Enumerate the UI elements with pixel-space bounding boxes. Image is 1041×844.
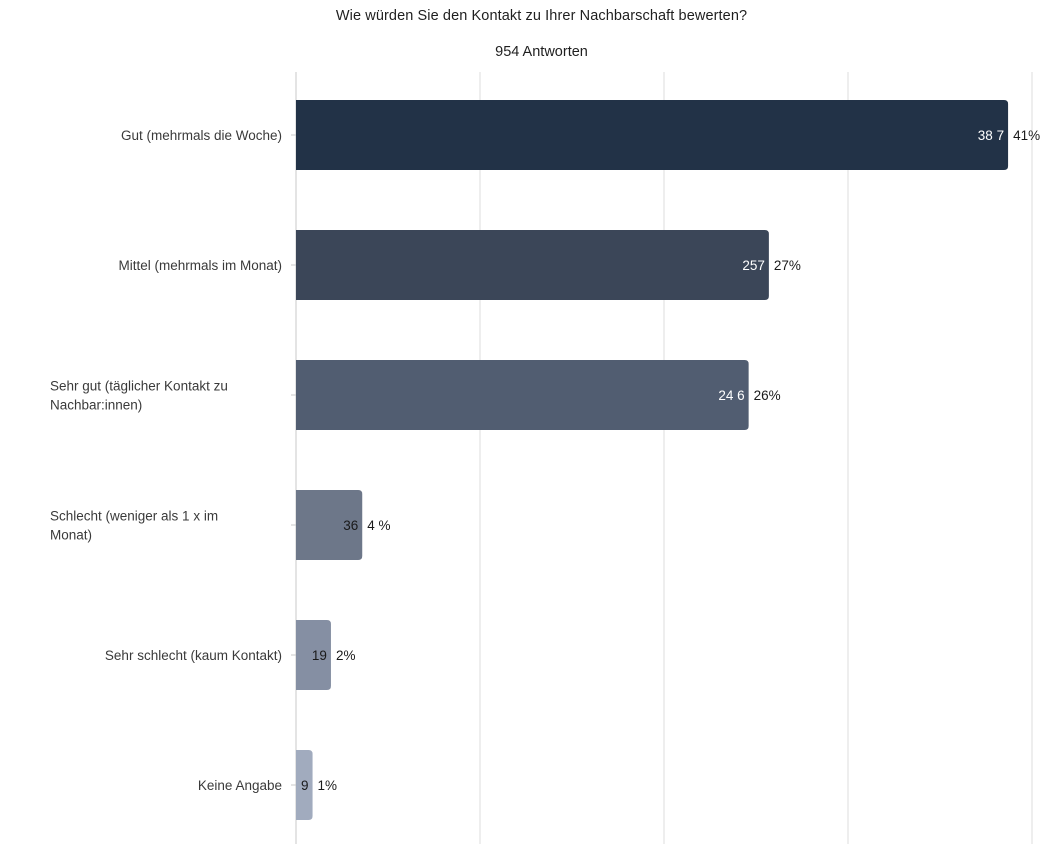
category-label: Gut (mehrmals die Woche) [121,128,282,143]
category-label: Schlecht (weniger als 1 x im Monat) [50,509,218,543]
percent-label: 2% [336,648,356,663]
percent-label: 26% [754,388,781,403]
bar [296,620,331,690]
value-label: 19 [312,648,327,663]
percent-label: 4 % [367,518,390,533]
value-label: 36 [343,518,358,533]
bar [296,360,749,430]
value-label: 9 [301,778,309,793]
value-label: 24 6 [718,388,744,403]
bar [296,230,769,300]
value-label: 257 [742,258,765,273]
percent-label: 27% [774,258,801,273]
chart-title: Wie würden Sie den Kontakt zu Ihrer Nach… [335,8,748,24]
category-label: Sehr gut (täglicher Kontakt zu Nachbar:in… [50,379,228,413]
bar [296,490,363,560]
value-label: 38 7 [978,128,1004,143]
bar [296,100,1009,170]
percent-label: 41% [1013,128,1040,143]
category-label: Sehr schlecht (kaum Kontakt) [105,648,282,663]
chart-subtitle: 954 Antworten [495,44,588,60]
percent-label: 1% [318,778,338,793]
category-label: Mittel (mehrmals im Monat) [118,258,282,273]
bar [296,750,313,820]
category-label: Keine Angabe [198,778,282,793]
